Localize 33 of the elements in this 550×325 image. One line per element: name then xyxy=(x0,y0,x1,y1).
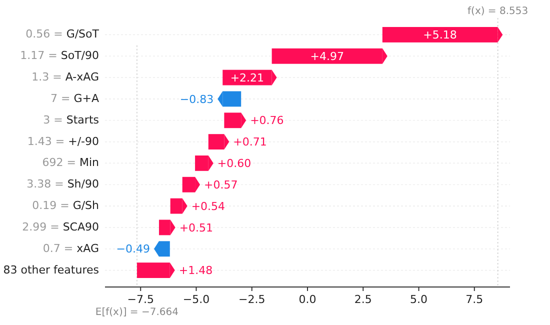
x-tick-label: −5.0 xyxy=(182,293,210,306)
data-label: −0.83 xyxy=(180,92,214,106)
y-tick-label: 692 = Min xyxy=(42,156,100,170)
x-tick-label: −7.5 xyxy=(127,293,154,306)
data-label: −0.49 xyxy=(116,242,150,256)
data-label: +0.76 xyxy=(250,114,284,128)
data-label: +0.60 xyxy=(217,157,252,170)
x-tick-label: 7.5 xyxy=(466,293,484,306)
x-tick-label: 5.0 xyxy=(410,293,428,306)
data-label: +0.57 xyxy=(204,178,238,192)
ref-line-label: f(x) = 8.553 xyxy=(468,6,528,17)
y-tick-label: 83 other features xyxy=(3,263,100,276)
y-tick-label: 0.7 = xAG xyxy=(42,242,99,255)
y-tick-label: 7 = G+A xyxy=(50,92,100,105)
y-tick-label: 1.17 = SoT/90 xyxy=(20,49,99,62)
x-tick-label: 2.5 xyxy=(354,293,372,306)
x-tick-label: −2.5 xyxy=(238,293,266,306)
y-tick-label: 3 = Starts xyxy=(43,113,100,126)
y-tick-label: 0.56 = G/SoT xyxy=(26,28,100,41)
ref-line-label: E[f(x)] = −7.664 xyxy=(95,307,179,318)
data-label: +0.71 xyxy=(233,136,267,149)
x-tick-label: 0.0 xyxy=(298,293,316,306)
data-label: +0.51 xyxy=(179,221,214,234)
data-label: +2.21 xyxy=(230,71,264,84)
data-label: +0.54 xyxy=(191,200,226,213)
data-label: +5.18 xyxy=(423,28,457,42)
data-label: +1.48 xyxy=(178,264,213,278)
data-label: +4.97 xyxy=(310,50,344,63)
y-tick-label: 1.43 = +/-90 xyxy=(27,134,99,148)
y-tick-label: 1.3 = A-xAG xyxy=(32,70,99,84)
y-tick-label: 2.99 = SCA90 xyxy=(22,220,99,234)
y-tick-label: 0.19 = G/Sh xyxy=(32,199,100,212)
y-tick-label: 3.38 = Sh/90 xyxy=(26,178,99,191)
